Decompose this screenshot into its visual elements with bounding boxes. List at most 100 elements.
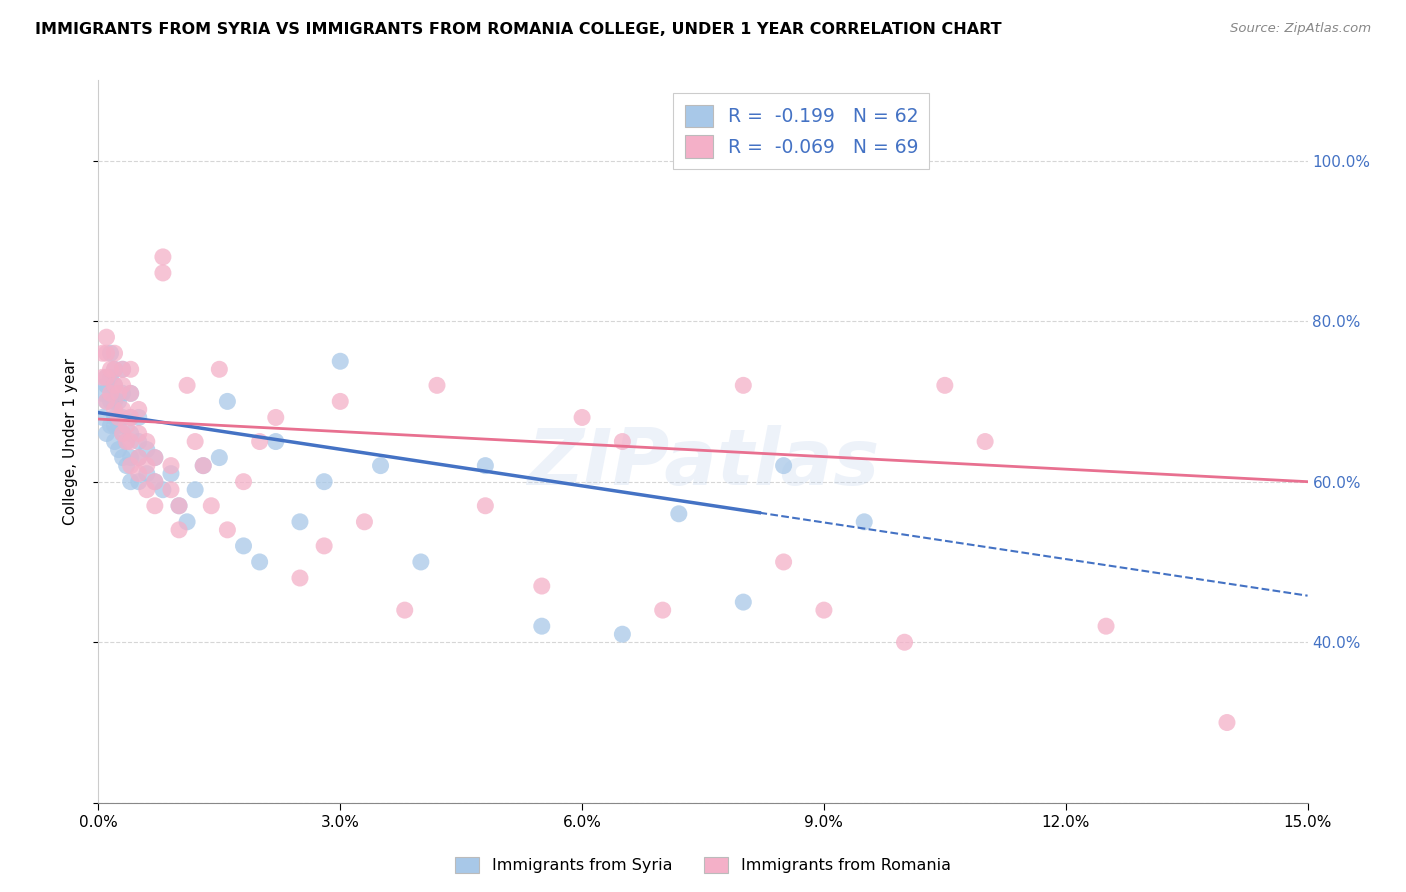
Point [103,362,125,376]
Point [107,442,129,457]
Point [120,386,142,401]
Point [120,426,142,441]
Point [152,266,174,280]
Text: ZIPatlas: ZIPatlas [527,425,879,501]
Point [107,386,129,401]
Point [143,450,166,465]
Point [152,483,174,497]
Point [217,394,239,409]
Point [100,346,122,360]
Point [103,418,125,433]
Point [103,410,125,425]
Point [135,483,157,497]
Point [200,499,222,513]
Point [474,499,496,513]
Point [167,523,190,537]
Point [249,555,271,569]
Point [394,603,416,617]
Point [160,467,183,481]
Text: IMMIGRANTS FROM SYRIA VS IMMIGRANTS FROM ROMANIA COLLEGE, UNDER 1 YEAR CORRELATI: IMMIGRANTS FROM SYRIA VS IMMIGRANTS FROM… [35,22,1001,37]
Point [1095,619,1118,633]
Point [409,555,432,569]
Legend: R =  -0.199   N = 62, R =  -0.069   N = 69: R = -0.199 N = 62, R = -0.069 N = 69 [673,94,929,169]
Point [135,434,157,449]
Point [115,434,138,449]
Point [96,370,118,384]
Point [96,330,118,344]
Point [135,467,157,481]
Point [91,410,114,425]
Point [103,394,125,409]
Point [530,619,553,633]
Point [135,442,157,457]
Point [128,402,150,417]
Point [111,378,134,392]
Point [232,475,254,489]
Point [91,370,114,384]
Point [184,483,207,497]
Point [167,499,190,513]
Point [176,515,198,529]
Point [111,426,134,441]
Point [100,418,122,433]
Point [128,450,150,465]
Point [120,458,142,473]
Point [668,507,690,521]
Point [100,386,122,401]
Point [96,346,118,360]
Point [120,386,142,401]
Point [100,370,122,384]
Point [96,394,118,409]
Point [426,378,449,392]
Point [96,370,118,384]
Point [264,410,287,425]
Point [111,386,134,401]
Point [232,539,254,553]
Point [115,434,138,449]
Text: Source: ZipAtlas.com: Source: ZipAtlas.com [1230,22,1371,36]
Point [135,458,157,473]
Point [329,354,352,368]
Point [128,475,150,489]
Point [733,595,755,609]
Point [934,378,956,392]
Point [193,458,215,473]
Point [143,499,166,513]
Point [184,434,207,449]
Point [167,499,190,513]
Point [329,394,352,409]
Point [103,362,125,376]
Point [120,410,142,425]
Point [107,410,129,425]
Point [264,434,287,449]
Point [143,450,166,465]
Point [115,458,138,473]
Point [772,555,794,569]
Point [176,378,198,392]
Point [96,394,118,409]
Point [103,402,125,417]
Point [208,450,231,465]
Point [813,603,835,617]
Point [120,475,142,489]
Point [107,394,129,409]
Point [91,386,114,401]
Point [111,362,134,376]
Point [217,523,239,537]
Point [974,434,997,449]
Point [288,571,311,585]
Point [128,434,150,449]
Point [128,450,150,465]
Point [143,475,166,489]
Point [772,458,794,473]
Point [120,450,142,465]
Point [120,410,142,425]
Point [128,467,150,481]
Point [115,418,138,433]
Point [120,434,142,449]
Point [1216,715,1239,730]
Point [353,515,375,529]
Legend: Immigrants from Syria, Immigrants from Romania: Immigrants from Syria, Immigrants from R… [449,850,957,880]
Point [96,426,118,441]
Point [160,458,183,473]
